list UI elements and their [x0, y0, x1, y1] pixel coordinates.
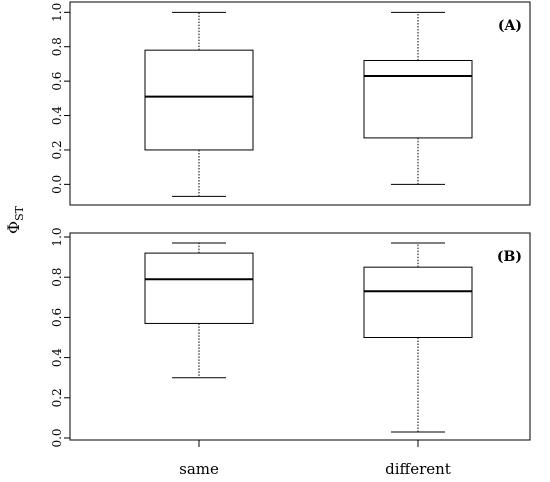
panel-label: (B)	[497, 249, 522, 265]
x-tick-label: same	[179, 460, 219, 478]
x-tick-label: different	[385, 460, 451, 478]
y-axis-title-symbol: Φ	[4, 221, 23, 234]
x-axis: same different	[179, 440, 451, 478]
y-tick-label: 0.4	[50, 106, 64, 125]
y-tick-label: 1.0	[50, 3, 64, 22]
y-tick-label: 0.0	[50, 175, 64, 194]
y-tick-label: 0.4	[50, 348, 64, 367]
y-tick-label: 0.6	[50, 72, 64, 91]
iqr-box	[363, 59, 473, 139]
y-axis-title-subscript: ST	[13, 205, 26, 221]
box-same	[144, 11, 254, 197]
y-tick-label: 0.0	[50, 428, 64, 447]
panel-frame	[69, 232, 531, 441]
panel-label: (A)	[498, 18, 522, 34]
panel-b: 0.0 0.2 0.4 0.6 0.8 1.0 (B)	[50, 227, 531, 448]
y-tick-label: 0.6	[50, 308, 64, 327]
box-same	[144, 242, 254, 379]
panels-group: 0.0 0.2 0.4 0.6 0.8 1.0 (A) 0.0 0.2 0.4 0.6 0.8 1.0 (…	[50, 1, 531, 448]
y-tick-label: 0.8	[50, 268, 64, 287]
iqr-box	[144, 252, 254, 324]
box-different	[363, 11, 473, 185]
y-axis-title: ΦST	[4, 205, 26, 234]
y-tick-label: 1.0	[50, 227, 64, 246]
y-tick-label: 0.2	[50, 140, 64, 159]
panel-a: 0.0 0.2 0.4 0.6 0.8 1.0 (A)	[50, 1, 531, 206]
y-tick-label: 0.8	[50, 37, 64, 56]
box-different	[363, 242, 473, 433]
iqr-box	[144, 49, 254, 151]
y-tick-label: 0.2	[50, 388, 64, 407]
iqr-box	[363, 266, 473, 339]
panel-frame	[69, 1, 531, 206]
